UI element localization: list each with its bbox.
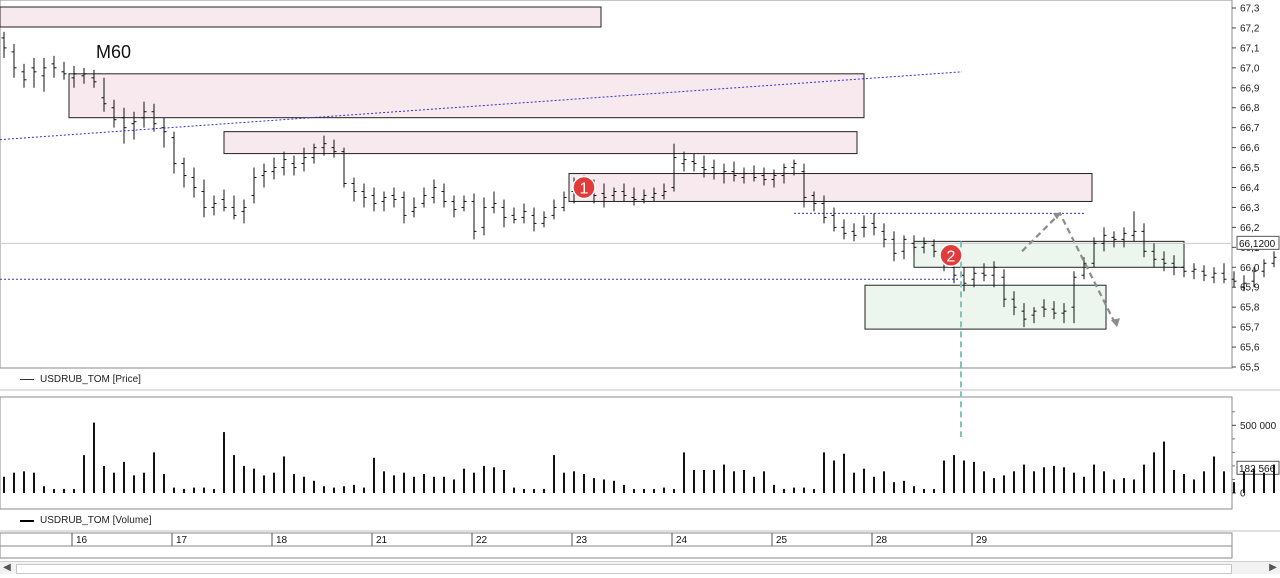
date-label: 21 bbox=[376, 535, 388, 546]
date-label: 29 bbox=[976, 535, 988, 546]
price-tick-label: 65,6 bbox=[1240, 343, 1260, 354]
price-tick-label: 66,4 bbox=[1240, 183, 1260, 194]
price-tick-label: 65,5 bbox=[1240, 363, 1260, 374]
marker-number: 1 bbox=[580, 181, 589, 198]
resistance-zone bbox=[69, 74, 864, 118]
current-price-label: 66,1200 bbox=[1239, 239, 1276, 250]
ohlc-bar bbox=[1262, 259, 1267, 277]
price-tick-label: 66,2 bbox=[1240, 223, 1260, 234]
volume-tick-label: 500 000 bbox=[1240, 421, 1277, 432]
price-tick-label: 66,6 bbox=[1240, 143, 1260, 154]
price-tick-label: 65,8 bbox=[1240, 303, 1260, 314]
price-tick-label: 65,7 bbox=[1240, 323, 1260, 334]
timeframe-label: M60 bbox=[96, 42, 131, 62]
price-tick-label: 67,0 bbox=[1240, 63, 1260, 74]
horizontal-scrollbar[interactable]: ◀ ▶ bbox=[0, 561, 1280, 574]
scroll-left-arrow-icon[interactable]: ◀ bbox=[0, 562, 14, 574]
price-legend[interactable]: USDRUB_TOM [Price] bbox=[20, 374, 141, 385]
resistance-zone bbox=[0, 7, 601, 27]
price-tick-label: 67,3 bbox=[1240, 4, 1260, 15]
date-label: 25 bbox=[776, 535, 788, 546]
price-tick-label: 66,5 bbox=[1240, 163, 1260, 174]
date-label: 24 bbox=[676, 535, 688, 546]
price-tick-label: 66,0 bbox=[1240, 263, 1260, 274]
date-axis-strip bbox=[0, 546, 1232, 558]
price-tick-label: 66,9 bbox=[1240, 83, 1260, 94]
price-tick-label: 67,2 bbox=[1240, 23, 1260, 34]
price-tick-label: 66,3 bbox=[1240, 203, 1260, 214]
date-label: 16 bbox=[76, 535, 88, 546]
price-tick-label: 66,7 bbox=[1240, 123, 1260, 134]
volume-legend-swatch bbox=[20, 520, 34, 522]
date-label: 17 bbox=[176, 535, 188, 546]
resistance-zone bbox=[224, 132, 857, 154]
price-tick-label: 67,1 bbox=[1240, 43, 1260, 54]
price-tick-label: 66,8 bbox=[1240, 103, 1260, 114]
volume-legend[interactable]: USDRUB_TOM [Volume] bbox=[20, 515, 152, 526]
resistance-zone bbox=[569, 174, 1092, 202]
price-legend-label: USDRUB_TOM [Price] bbox=[40, 374, 141, 385]
scroll-right-arrow-icon[interactable]: ▶ bbox=[1266, 562, 1280, 574]
marker-number: 2 bbox=[947, 248, 956, 265]
date-label: 28 bbox=[876, 535, 888, 546]
date-label: 23 bbox=[576, 535, 588, 546]
ohlc-bar bbox=[1272, 251, 1277, 267]
support-zone bbox=[865, 285, 1106, 329]
date-label: 18 bbox=[276, 535, 288, 546]
date-label: 22 bbox=[476, 535, 488, 546]
price-legend-swatch bbox=[20, 379, 34, 380]
price-tick-label: 65,9 bbox=[1240, 283, 1260, 294]
volume-legend-label: USDRUB_TOM [Volume] bbox=[40, 515, 152, 526]
